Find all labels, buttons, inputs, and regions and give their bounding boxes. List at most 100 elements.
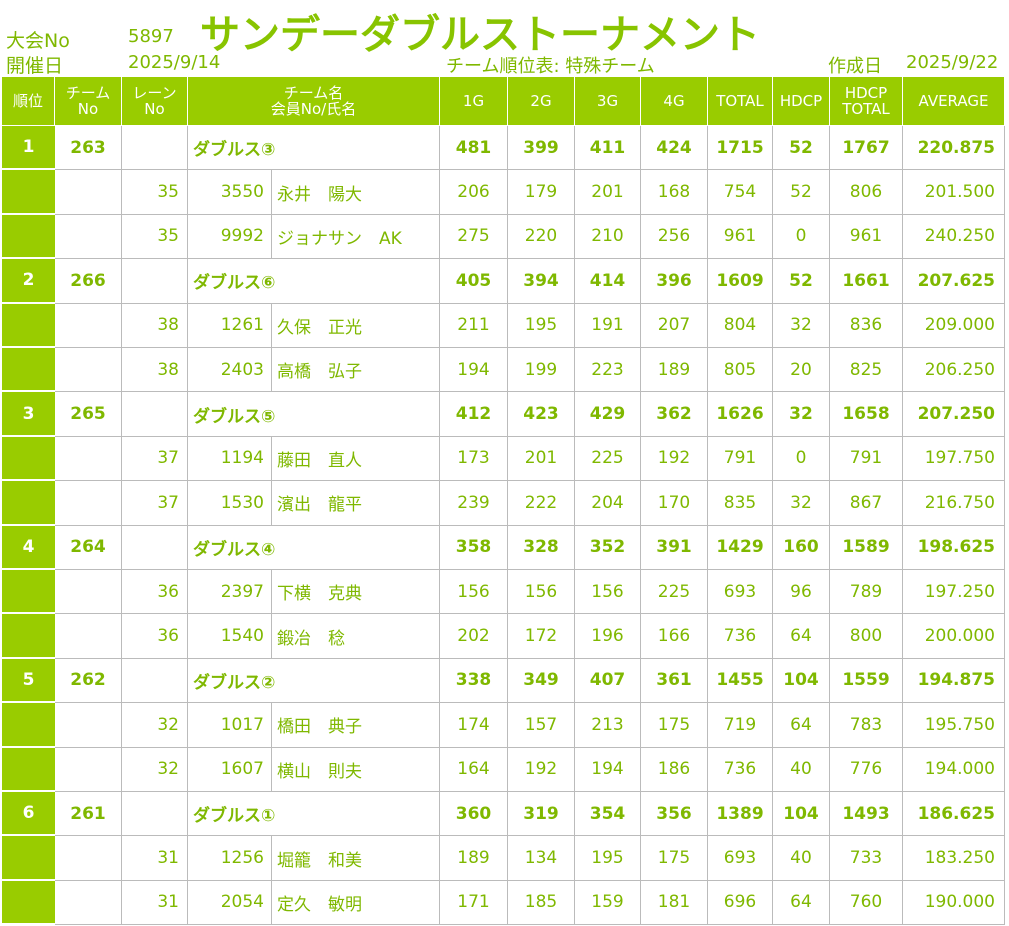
header-cell: 2G <box>508 77 575 125</box>
team-no-cell <box>55 214 122 260</box>
cell-text: 754 <box>723 182 757 203</box>
member-name-cell: 濱出 龍平 <box>272 481 440 526</box>
cell-text: 806 <box>849 182 883 203</box>
cell-text: 338 <box>455 670 492 691</box>
cell-text: ダブルス⑥ <box>193 273 276 294</box>
cell-text: 867 <box>849 492 883 513</box>
score-cell: 338 <box>440 658 508 704</box>
cell-text: 262 <box>70 670 106 691</box>
cell-text: 32 <box>157 759 179 780</box>
subtitle: チーム順位表: 特殊チーム <box>446 56 655 77</box>
lane-cell <box>122 658 188 704</box>
score-cell: 174 <box>440 703 508 748</box>
cell-text: 1607 <box>220 759 264 780</box>
score-cell: 791 <box>708 436 773 482</box>
cell-text: 174 <box>457 714 490 735</box>
cell-text: 189 <box>457 848 490 869</box>
score-cell: 1609 <box>708 259 773 304</box>
team-name-cell: ダブルス⑥ <box>188 259 440 304</box>
cell-text: 104 <box>783 803 819 824</box>
cell-text: 堀籠 和美 <box>277 850 362 871</box>
score-cell: 201 <box>575 170 641 215</box>
score-cell: 195.750 <box>903 703 1005 748</box>
score-cell: 210 <box>575 214 641 260</box>
score-cell: 411 <box>575 126 641 171</box>
cell-text: 186.625 <box>917 803 995 824</box>
score-cell: 195 <box>575 836 641 881</box>
score-cell: 192 <box>508 747 575 792</box>
cell-text: 804 <box>723 315 757 336</box>
team-no-cell <box>55 570 122 615</box>
header-cell: 順位 <box>2 77 55 125</box>
score-cell: 32 <box>773 392 830 437</box>
cell-text: 783 <box>849 714 883 735</box>
lane-cell <box>122 392 188 437</box>
member-name-cell: 永井 陽大 <box>272 170 440 215</box>
lane-cell <box>122 525 188 570</box>
cell-text: 207 <box>657 315 691 336</box>
score-cell: 1626 <box>708 392 773 437</box>
cell-text: 261 <box>70 803 106 824</box>
cell-text: 高橋 弘子 <box>277 362 362 383</box>
cell-text: 481 <box>455 137 492 158</box>
cell-text: ダブルス③ <box>193 140 276 161</box>
cell-text: 2054 <box>220 892 264 913</box>
score-cell: 52 <box>773 170 830 215</box>
cell-text: 405 <box>455 270 492 291</box>
cell-text: TOTAL <box>716 92 764 110</box>
member-no-cell: 2054 <box>188 880 272 926</box>
cell-text: HDCP <box>779 92 823 110</box>
header-cell: HDCP TOTAL <box>830 77 903 125</box>
cell-text: 207.625 <box>917 270 995 291</box>
cell-text: 396 <box>656 270 692 291</box>
score-cell: 160 <box>773 525 830 570</box>
rank-cell: 4 <box>2 525 55 570</box>
score-cell: 825 <box>830 348 903 393</box>
cell-text: ダブルス① <box>193 806 276 827</box>
cell-text: 239 <box>457 492 490 513</box>
rank-cell <box>2 614 55 659</box>
cell-text: No <box>77 100 99 118</box>
team-no-cell: 263 <box>55 126 122 171</box>
team-no-cell <box>55 703 122 748</box>
score-cell: 391 <box>641 525 708 570</box>
cell-text: 1589 <box>842 537 890 558</box>
cell-text: 1 <box>22 137 35 158</box>
rank-cell: 3 <box>2 392 55 437</box>
score-cell: 52 <box>773 126 830 171</box>
cell-text: 190.000 <box>924 892 995 913</box>
cell-text: 順位 <box>12 92 43 110</box>
score-cell: 1715 <box>708 126 773 171</box>
cell-text: 6 <box>22 803 35 824</box>
score-cell: 40 <box>773 747 830 792</box>
cell-text: 37 <box>157 492 179 513</box>
score-cell: 354 <box>575 792 641 837</box>
score-cell: 356 <box>641 792 708 837</box>
score-cell: 209.000 <box>903 303 1005 348</box>
cell-text: 1609 <box>716 270 764 291</box>
score-cell: 776 <box>830 747 903 792</box>
score-cell: 185 <box>508 880 575 926</box>
cell-text: 391 <box>656 537 692 558</box>
cell-text: 352 <box>589 537 626 558</box>
member-name-cell: 横山 則夫 <box>272 747 440 792</box>
cell-text: 36 <box>157 626 179 647</box>
team-no-cell <box>55 481 122 526</box>
header-cell: TOTAL <box>708 77 773 125</box>
cell-text: 414 <box>589 270 626 291</box>
score-cell: 173 <box>440 436 508 482</box>
cell-text: 185 <box>524 892 558 913</box>
cell-text: 濱出 龍平 <box>277 495 362 516</box>
cell-text: チーム <box>65 84 111 102</box>
score-cell: 64 <box>773 880 830 926</box>
score-cell: 207.625 <box>903 259 1005 304</box>
cell-text: 199 <box>524 359 558 380</box>
cell-text: 1767 <box>842 137 890 158</box>
score-cell: 159 <box>575 880 641 926</box>
header-cell: チーム No <box>55 77 122 125</box>
team-no-cell: 266 <box>55 259 122 304</box>
cell-text: 下横 克典 <box>277 584 362 605</box>
team-no-cell <box>55 614 122 659</box>
cell-text: 160 <box>783 537 819 558</box>
cell-text: 橋田 典子 <box>277 717 362 738</box>
